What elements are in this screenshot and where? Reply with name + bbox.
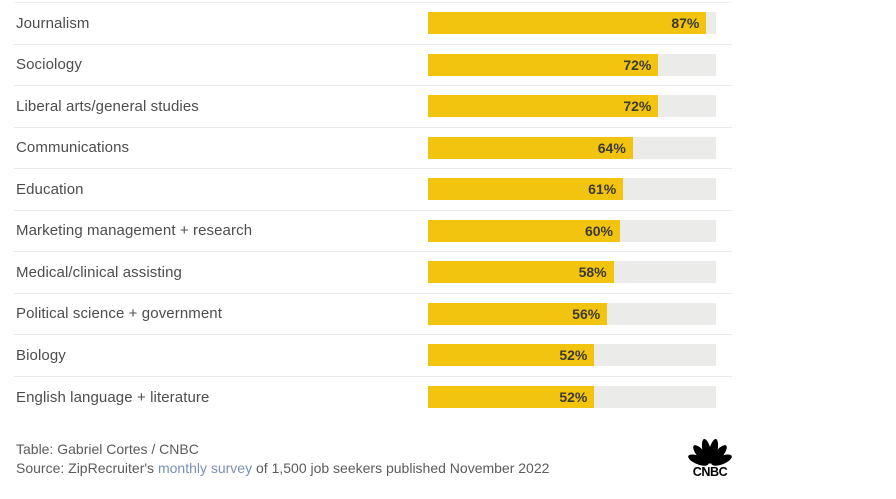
bar-value-label: 72% [623, 98, 652, 115]
table-row: Liberal arts/general studies 72% [14, 86, 732, 128]
bar-track: 52% [428, 344, 716, 367]
source-link[interactable]: monthly survey [157, 459, 253, 476]
bar: 72% [428, 95, 659, 118]
bar-chart: Journalism 87% Sociology 72% Liberal art… [14, 2, 732, 418]
bar-value-label: 64% [597, 139, 626, 156]
table-row: Biology 52% [14, 335, 732, 377]
bar: 52% [428, 344, 595, 367]
source-prefix: Source: ZipRecruiter's [16, 459, 158, 476]
category-label: Political science + government [16, 305, 223, 323]
bar: 87% [428, 12, 707, 35]
category-label: Sociology [16, 56, 82, 74]
cnbc-logo: CNBC [684, 436, 736, 478]
bar-track: 52% [428, 386, 716, 409]
bar-value-label: 58% [578, 264, 607, 281]
category-label: Communications [16, 139, 130, 157]
category-label: Liberal arts/general studies [16, 97, 199, 115]
source-suffix: of 1,500 job seekers published November … [252, 459, 550, 476]
category-label: Marketing management + research [16, 222, 253, 240]
bar-track: 61% [428, 178, 716, 201]
bar-value-label: 72% [623, 56, 652, 73]
bar: 61% [428, 178, 624, 201]
table-row: Sociology 72% [14, 45, 732, 86]
bar-track: 56% [428, 302, 716, 325]
bar-track: 72% [428, 53, 716, 76]
bar-track: 60% [428, 219, 716, 242]
bar-value-label: 61% [588, 181, 617, 198]
bar: 56% [428, 302, 608, 325]
bar-value-label: 87% [671, 15, 700, 32]
table-row: Medical/clinical assisting 58% [14, 252, 732, 294]
bar: 58% [428, 261, 614, 284]
footer: Table: Gabriel Cortes / CNBC Source: Zip… [14, 439, 876, 478]
table-row: English language + literature 52% [14, 377, 732, 419]
bar-track: 72% [428, 95, 716, 118]
bar-value-label: 56% [572, 305, 601, 322]
table-credit: Table: Gabriel Cortes / CNBC [16, 441, 199, 457]
bar: 72% [428, 53, 659, 76]
bar-track: 58% [428, 261, 716, 284]
category-label: Medical/clinical assisting [16, 263, 182, 281]
category-label: Education [16, 180, 84, 198]
bar: 60% [428, 219, 620, 242]
bar-value-label: 60% [584, 222, 613, 239]
table-row: Education 61% [14, 169, 732, 211]
source-line: Source: ZipRecruiter's monthly survey of… [16, 459, 549, 478]
category-label: Biology [16, 346, 66, 364]
table-row: Political science + government 56% [14, 294, 732, 335]
bar-track: 87% [428, 12, 716, 35]
bar-track: 64% [428, 136, 716, 159]
table-row: Communications 64% [14, 128, 732, 169]
category-label: English language + literature [16, 388, 210, 406]
bar-value-label: 52% [559, 389, 588, 406]
cnbc-logo-text: CNBC [693, 465, 728, 478]
bar-value-label: 52% [559, 347, 588, 364]
table-row: Marketing management + research 60% [14, 211, 732, 252]
cnbc-peacock-icon: CNBC [688, 439, 732, 478]
bar: 52% [428, 386, 595, 409]
table-row: Journalism 87% [14, 3, 732, 45]
bar: 64% [428, 136, 633, 159]
footer-credits: Table: Gabriel Cortes / CNBC Source: Zip… [14, 440, 549, 477]
category-label: Journalism [16, 14, 90, 32]
